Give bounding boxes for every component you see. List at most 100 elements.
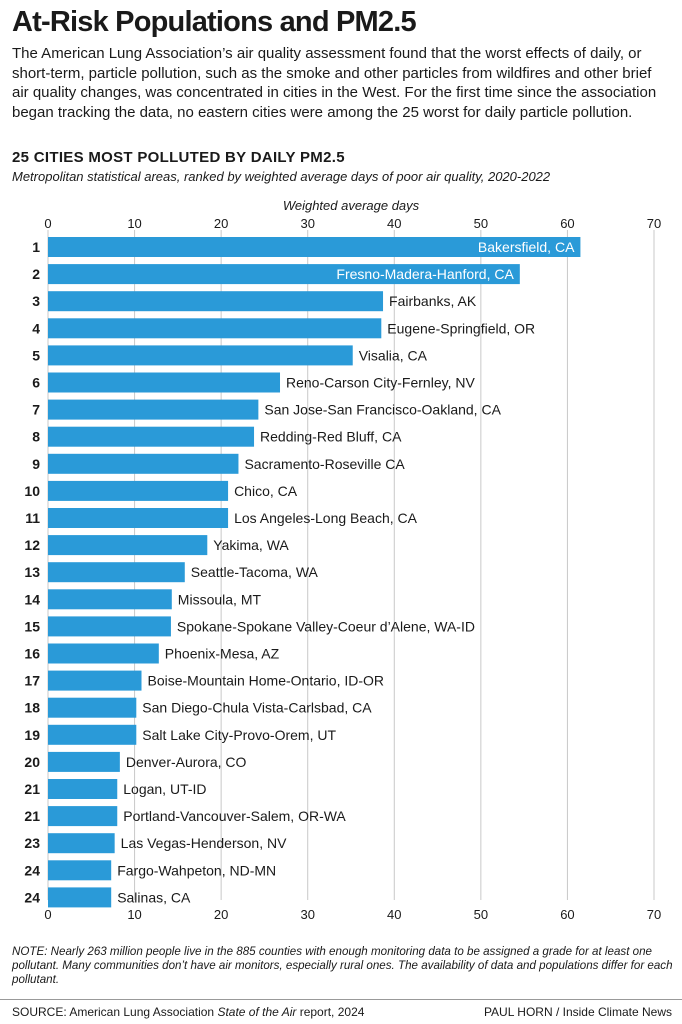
bar-label: Eugene-Springfield, OR [387, 320, 535, 336]
rank-label: 13 [24, 564, 40, 580]
bar-row: 7 San Jose-San Francisco-Oakland, CA [32, 399, 502, 420]
bar [48, 237, 581, 257]
bar-row: 3 Fairbanks, AK [32, 291, 477, 312]
x-tick-label-bottom: 0 [44, 907, 51, 922]
bar-label: Reno-Carson City-Fernley, NV [286, 375, 475, 391]
rank-label: 8 [32, 429, 40, 445]
x-tick-label-top: 70 [647, 216, 661, 231]
bar-label: Redding-Red Bluff, CA [260, 429, 402, 445]
bar-row: 21 Logan, UT-ID [24, 779, 207, 799]
rank-label: 23 [24, 835, 40, 851]
x-tick-label-top: 30 [300, 216, 314, 231]
bar-label: Visalia, CA [359, 347, 428, 363]
bar [48, 535, 208, 556]
x-tick-label-top: 50 [474, 216, 488, 231]
bar [48, 697, 137, 718]
footnote: NOTE: Nearly 263 million people live in … [12, 945, 673, 986]
rank-label: 17 [24, 673, 40, 689]
x-tick-label-bottom: 40 [387, 907, 401, 922]
x-tick-label-bottom: 20 [214, 907, 228, 922]
bar [48, 291, 384, 312]
x-tick-label-top: 40 [387, 216, 401, 231]
rank-label: 7 [32, 402, 40, 418]
bar-row: 12 Yakima, WA [24, 535, 289, 556]
chart-title: 25 CITIES MOST POLLUTED BY DAILY PM2.5 [12, 149, 345, 166]
bar-row: 8 Redding-Red Bluff, CA [32, 426, 402, 447]
footer-divider [0, 999, 682, 1000]
bar-label: Bakersfield, CA [478, 239, 575, 255]
bar-row: 2 Fresno-Madera-Hanford, CA [32, 264, 520, 285]
bar-row: 24 Salinas, CA [24, 887, 191, 908]
bar-row: 14 Missoula, MT [24, 589, 262, 610]
bar [48, 779, 118, 799]
bar-row: 21 Portland-Vancouver-Salem, OR-WA [24, 806, 346, 827]
rank-label: 5 [32, 347, 40, 363]
bar [48, 399, 259, 420]
x-axis-label: Weighted average days [283, 198, 420, 213]
bar-row: 16 Phoenix-Mesa, AZ [24, 643, 280, 664]
bar-row: 11 Los Angeles-Long Beach, CA [25, 508, 418, 528]
bar-label: Los Angeles-Long Beach, CA [234, 510, 418, 526]
rank-label: 12 [24, 537, 40, 553]
credit-line: PAUL HORN / Inside Climate News [483, 1005, 672, 1019]
bar [48, 670, 142, 691]
bar-row: 19 Salt Lake City-Provo-Orem, UT [24, 724, 336, 745]
rank-label: 20 [24, 754, 40, 770]
bar-label: Missoula, MT [178, 591, 262, 607]
rank-label: 2 [32, 266, 40, 282]
bar-row: 18 San Diego-Chula Vista-Carlsbad, CA [24, 697, 372, 718]
source-prefix: SOURCE: American Lung Association [12, 1005, 218, 1019]
bar [48, 751, 120, 772]
rank-label: 15 [24, 618, 40, 634]
x-axis-top: 0 10 20 30 40 50 60 70 [44, 216, 661, 231]
rank-label: 21 [24, 808, 40, 824]
bar-row: 13 Seattle-Tacoma, WA [24, 562, 319, 583]
bar-label: Chico, CA [234, 483, 298, 499]
bar-label: Las Vegas-Henderson, NV [121, 835, 287, 851]
x-tick-label-top: 20 [214, 216, 228, 231]
x-tick-label-bottom: 30 [300, 907, 314, 922]
rank-label: 1 [32, 239, 40, 255]
x-tick-label-top: 10 [127, 216, 141, 231]
bar [48, 426, 255, 447]
bar-label: Fargo-Wahpeton, ND-MN [117, 862, 276, 878]
bar [48, 480, 229, 501]
intro-paragraph: The American Lung Association’s air qual… [12, 45, 657, 121]
bar-row: 4 Eugene-Springfield, OR [32, 318, 535, 339]
bar-row: 23 Las Vegas-Henderson, NV [24, 833, 287, 854]
rank-label: 4 [32, 320, 40, 336]
rank-label: 24 [24, 862, 40, 878]
x-tick-label-bottom: 10 [127, 907, 141, 922]
bar-label: Salt Lake City-Provo-Orem, UT [142, 727, 336, 743]
x-tick-label-bottom: 70 [647, 907, 661, 922]
bar-row: 10 Chico, CA [24, 480, 298, 501]
bar [48, 508, 229, 528]
bar-row: 5 Visalia, CA [32, 345, 428, 366]
bar [48, 833, 115, 854]
bar-label: Salinas, CA [117, 889, 191, 905]
bar-label: Boise-Mountain Home-Ontario, ID-OR [147, 673, 384, 689]
bar-label: Denver-Aurora, CO [126, 754, 247, 770]
bar-row: 6 Reno-Carson City-Fernley, NV [32, 372, 475, 393]
bar-row: 24 Fargo-Wahpeton, ND-MN [24, 860, 276, 881]
x-tick-label-top: 60 [560, 216, 574, 231]
rank-label: 21 [24, 781, 40, 797]
bar-chart: 0 10 20 30 40 50 60 70 0 10 20 30 40 50 60 70 Weighted… [24, 198, 661, 922]
bar [48, 887, 112, 908]
bar-label: Fairbanks, AK [389, 293, 477, 309]
source-suffix: report, 2024 [296, 1005, 365, 1019]
rank-label: 11 [25, 510, 40, 526]
bar [48, 806, 118, 827]
bar-label: Sacramento-Roseville CA [244, 456, 405, 472]
bar [48, 372, 281, 393]
bar [48, 318, 382, 339]
bar-label: Spokane-Spokane Valley-Coeur d’Alene, WA… [177, 618, 475, 634]
bar-label: San Jose-San Francisco-Oakland, CA [264, 402, 501, 418]
page-title: At-Risk Populations and PM2.5 [12, 6, 417, 38]
rank-label: 3 [32, 293, 40, 309]
x-axis-bottom: 0 10 20 30 40 50 60 70 [44, 907, 661, 922]
bar-label: Fresno-Madera-Hanford, CA [336, 266, 514, 282]
bar-row: 9 Sacramento-Roseville CA [32, 453, 405, 474]
bar-label: Logan, UT-ID [123, 781, 206, 797]
x-tick-label-bottom: 50 [474, 907, 488, 922]
